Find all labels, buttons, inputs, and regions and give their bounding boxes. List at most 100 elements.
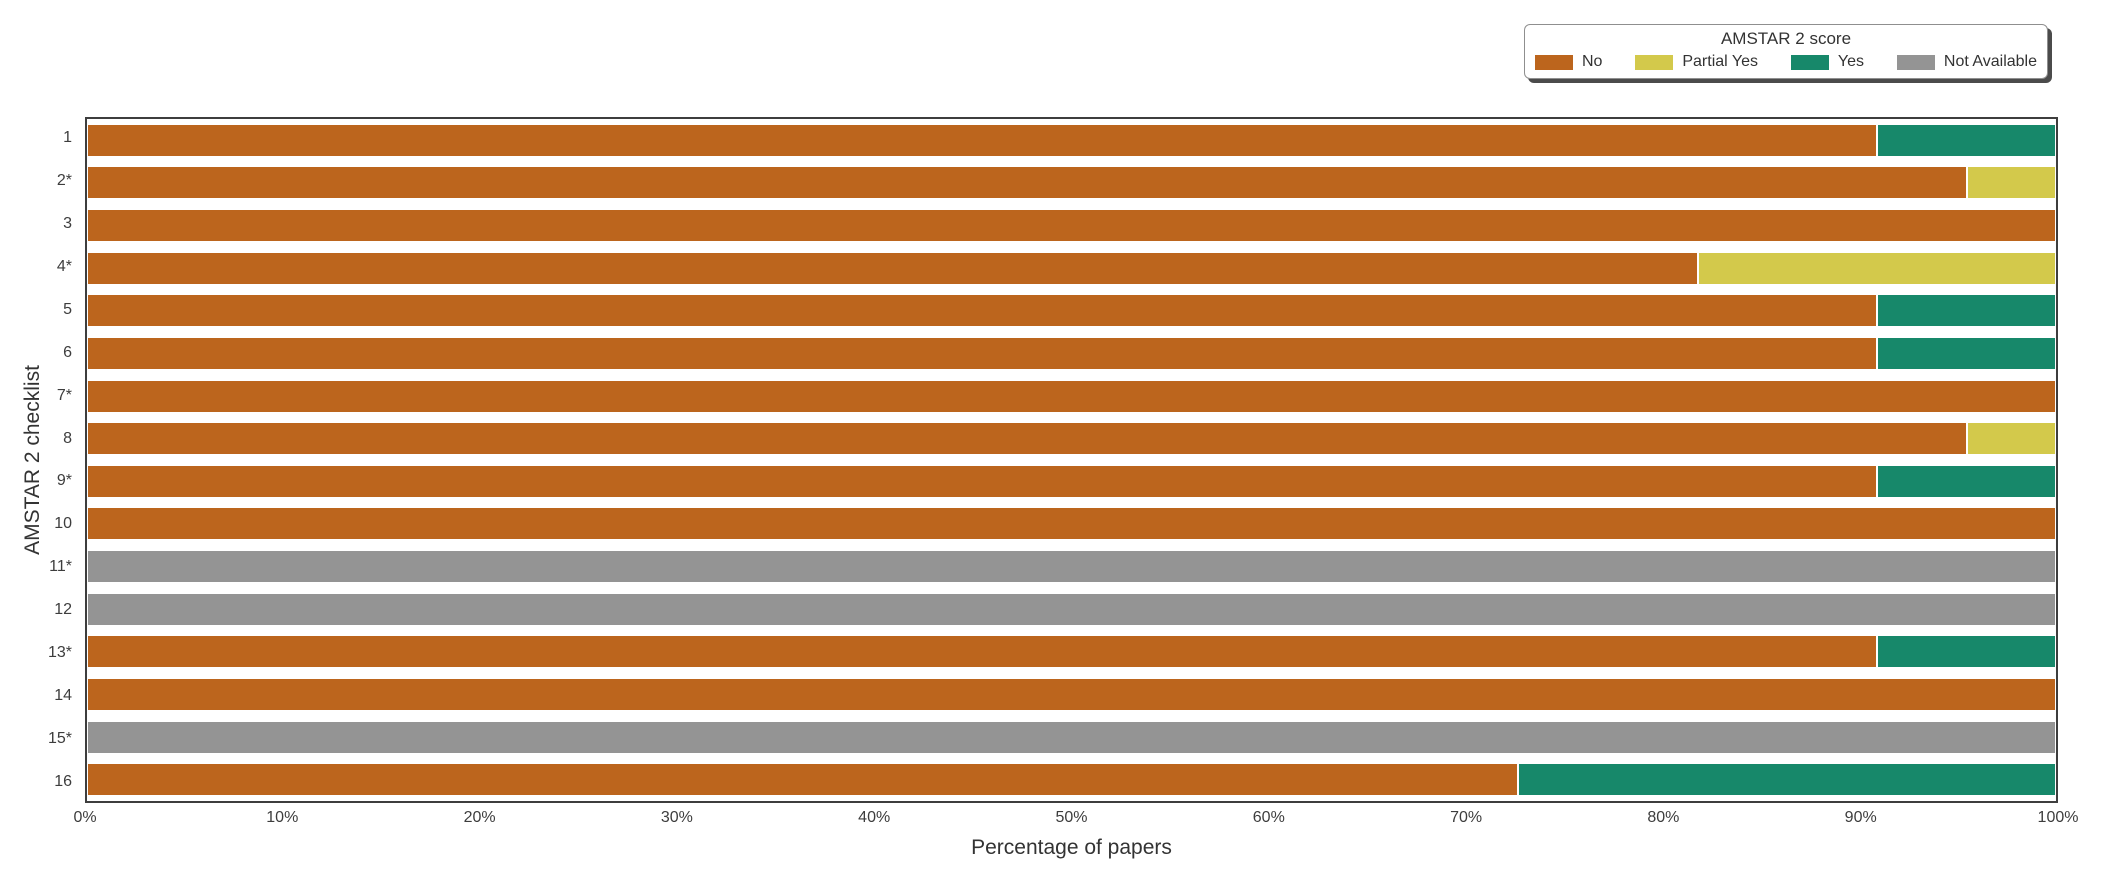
bar-segment-not-available [87, 720, 2056, 754]
bar-segment-no [87, 166, 1968, 200]
x-tick-label: 10% [266, 809, 299, 826]
stacked-bar [87, 550, 2056, 584]
bar-segment-yes [1876, 464, 2056, 498]
bar-segment-partial-yes [1967, 422, 2056, 456]
legend-label: Partial Yes [1682, 53, 1758, 70]
bar-row [87, 460, 2056, 503]
bar-row [87, 247, 2056, 290]
bar-segment-no [87, 294, 1877, 328]
bar-segment-no [87, 123, 1877, 157]
x-tick-label: 30% [660, 809, 693, 826]
bars-container [87, 119, 2056, 801]
bar-row [87, 119, 2056, 162]
bar-segment-no [87, 422, 1968, 456]
y-tick-label: 13* [47, 643, 72, 661]
legend-swatch-yes [1790, 54, 1829, 70]
y-tick-label: 15* [47, 729, 72, 747]
legend-label: Not Available [1943, 53, 2037, 70]
bar-segment-not-available [87, 592, 2056, 626]
stacked-bar [87, 464, 2056, 498]
bar-segment-no [87, 379, 2056, 413]
bar-segment-yes [1876, 336, 2056, 370]
y-tick-label: 4* [56, 258, 72, 276]
stacked-bar [87, 592, 2056, 626]
bar-row [87, 332, 2056, 375]
legend-item-yes: Yes [1790, 53, 1864, 71]
bar-row [87, 758, 2056, 801]
y-tick-label: 11* [49, 558, 72, 576]
stacked-bar [87, 336, 2056, 370]
bar-row [87, 588, 2056, 631]
x-tick-label: 50% [1055, 809, 1088, 826]
y-tick-label: 3 [63, 215, 72, 233]
legend-label: Yes [1837, 53, 1864, 70]
bar-row [87, 545, 2056, 588]
bar-segment-no [87, 464, 1877, 498]
bar-row [87, 375, 2056, 418]
x-tick-label: 80% [1647, 809, 1680, 826]
y-tick-label: 6 [63, 343, 72, 361]
bar-segment-no [87, 677, 2056, 711]
bar-row [87, 631, 2056, 674]
legend: AMSTAR 2 score No Partial Yes Yes Not Avail… [1524, 24, 2048, 79]
y-tick-label: 14 [54, 686, 72, 704]
stacked-bar [87, 123, 2056, 157]
stacked-bar [87, 720, 2056, 754]
bar-segment-no [87, 336, 1877, 370]
legend-title: AMSTAR 2 score [1720, 29, 1852, 48]
y-tick-label: 16 [54, 772, 72, 790]
bar-row [87, 673, 2056, 716]
x-tick-label: 60% [1252, 809, 1285, 826]
stacked-bar [87, 209, 2056, 243]
stacked-bar [87, 379, 2056, 413]
bar-segment-no [87, 209, 2056, 243]
bar-segment-no [87, 635, 1877, 669]
stacked-bar [87, 677, 2056, 711]
stacked-bar [87, 251, 2056, 285]
y-tick-label: 12 [54, 601, 72, 619]
x-tick-label: 20% [463, 809, 496, 826]
stacked-bar [87, 507, 2056, 541]
y-tick-label: 9* [56, 472, 72, 490]
bar-segment-yes [1876, 123, 2056, 157]
y-tick-label: 8 [63, 429, 72, 447]
legend-swatch-no [1535, 54, 1573, 70]
stacked-bar [87, 635, 2056, 669]
legend-item-no: No [1535, 53, 1602, 71]
x-tick-label: 40% [858, 809, 891, 826]
x-tick-label: 70% [1450, 809, 1483, 826]
y-tick-label: 10 [54, 515, 72, 533]
bar-row [87, 162, 2056, 205]
bar-row [87, 204, 2056, 247]
bar-row [87, 417, 2056, 460]
bar-segment-no [87, 507, 2056, 541]
bar-segment-partial-yes [1697, 251, 2056, 285]
y-tick-label: 1 [63, 129, 72, 147]
bar-row [87, 503, 2056, 546]
x-tick-label: 0% [73, 809, 97, 826]
plot-area [85, 117, 2058, 803]
x-axis-title: Percentage of papers [971, 836, 1172, 859]
y-tick-label: 5 [63, 300, 72, 318]
legend-item-not-available: Not Available [1896, 53, 2037, 71]
legend-label: No [1582, 53, 1603, 70]
bar-segment-not-available [87, 550, 2056, 584]
bar-segment-yes [1518, 763, 2056, 797]
stacked-bar [87, 422, 2056, 456]
x-tick-label: 90% [1844, 809, 1877, 826]
stacked-bar [87, 763, 2056, 797]
stacked-bar [87, 166, 2056, 200]
legend-item-partial-yes: Partial Yes [1635, 53, 1758, 71]
bar-segment-no [87, 251, 1698, 285]
bar-row [87, 290, 2056, 333]
bar-segment-partial-yes [1967, 166, 2056, 200]
bar-segment-yes [1876, 635, 2056, 669]
bar-segment-yes [1876, 294, 2056, 328]
stacked-bar [87, 294, 2056, 328]
legend-swatch-partial-yes [1635, 54, 1674, 70]
x-tick-labels: 0% 10% 20% 30% 40% 50% 60% 70% 80% 90% 100% [73, 809, 2078, 833]
legend-swatch-not-available [1896, 54, 1935, 70]
legend-items: No Partial Yes Yes Not Available [1535, 53, 2037, 71]
bar-segment-no [87, 763, 1519, 797]
